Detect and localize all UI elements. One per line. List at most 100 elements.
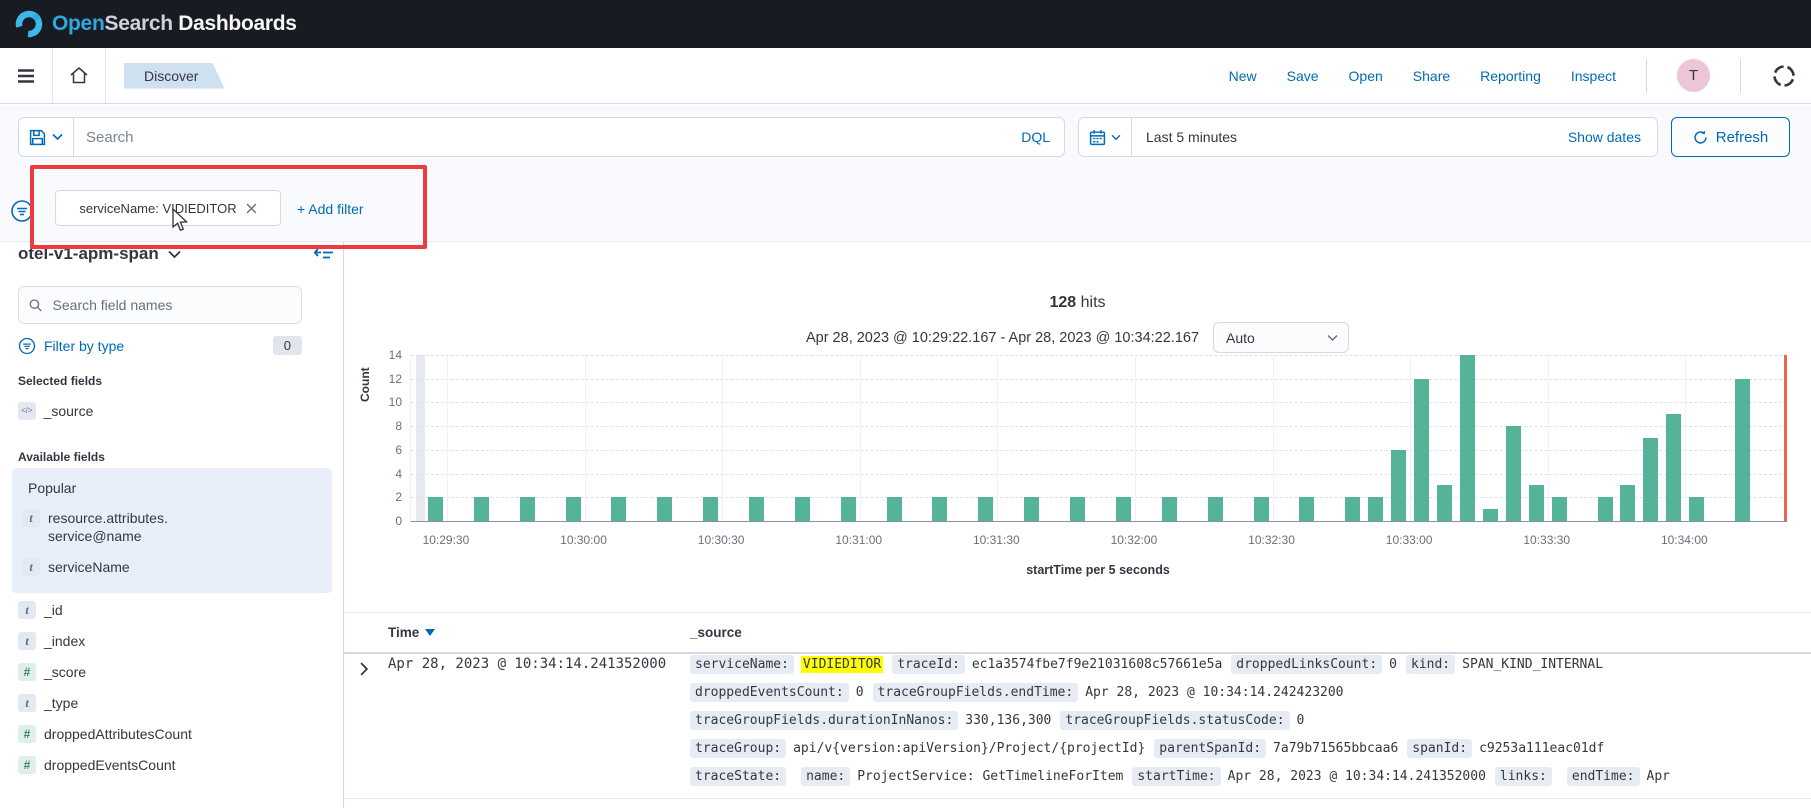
histogram-bar[interactable]: [1115, 497, 1131, 521]
field-item-_type[interactable]: t _type: [18, 694, 318, 712]
filter-list-icon[interactable]: [10, 199, 34, 223]
histogram-bar[interactable]: [657, 497, 673, 521]
x-tick-label: 10:29:30: [422, 533, 470, 547]
field-key-badge: links:: [1494, 766, 1552, 786]
query-language-button[interactable]: DQL: [1021, 129, 1050, 145]
nav-link-reporting[interactable]: Reporting: [1480, 67, 1541, 84]
field-key-badge: traceId:: [892, 654, 965, 674]
nav-link-save[interactable]: Save: [1286, 67, 1319, 84]
x-gridline: [584, 355, 586, 521]
histogram-bar[interactable]: [1528, 485, 1544, 521]
histogram-bar[interactable]: [1505, 426, 1521, 521]
histogram-bar[interactable]: [978, 497, 994, 521]
histogram-bar[interactable]: [1643, 438, 1659, 521]
field-key-badge: parentSpanId:: [1154, 738, 1267, 758]
histogram-bar[interactable]: [565, 497, 581, 521]
interval-select[interactable]: Auto: [1213, 322, 1350, 353]
nav-link-share[interactable]: Share: [1412, 67, 1451, 84]
histogram-bar[interactable]: [1620, 485, 1636, 521]
time-column-header[interactable]: Time: [388, 625, 436, 640]
histogram-bar[interactable]: [1414, 378, 1430, 521]
histogram-bar[interactable]: [427, 497, 443, 521]
histogram-bar[interactable]: [1551, 497, 1567, 521]
field-search-input[interactable]: [50, 296, 291, 314]
field-name: _type: [44, 695, 79, 711]
histogram-bar[interactable]: [1253, 497, 1269, 521]
field-name: _score: [44, 664, 87, 680]
field-item-_index[interactable]: t _index: [18, 632, 318, 650]
histogram-bar[interactable]: [473, 497, 489, 521]
histogram-bar[interactable]: [794, 497, 810, 521]
histogram-bar[interactable]: [886, 497, 902, 521]
histogram-bar[interactable]: [1689, 497, 1705, 521]
filter-pill-servicename[interactable]: serviceName: VIDIEDITOR: [55, 190, 281, 226]
field-item-droppedEventsCount[interactable]: # droppedEventsCount: [18, 756, 318, 774]
field-value: api/v{version:apiVersion}/Project/{proje…: [793, 740, 1146, 756]
x-gridline: [997, 355, 999, 521]
search-input[interactable]: [74, 128, 1008, 146]
histogram-bar[interactable]: [1070, 497, 1086, 521]
histogram-bar[interactable]: [1482, 509, 1498, 521]
discover-main: 128 hits Apr 28, 2023 @ 10:29:22.167 - A…: [344, 242, 1811, 808]
home-button[interactable]: [53, 48, 105, 103]
index-pattern-selector[interactable]: otel-v1-apm-span: [18, 244, 181, 264]
expand-row-icon[interactable]: [358, 662, 370, 676]
add-filter-button[interactable]: + Add filter: [297, 201, 364, 217]
histogram-bar[interactable]: [611, 497, 627, 521]
histogram-bar[interactable]: [1299, 497, 1315, 521]
nav-link-new[interactable]: New: [1228, 67, 1257, 84]
source-cell[interactable]: serviceName: VIDIEDITOR traceId: ec1a3574fb…: [690, 650, 1795, 790]
histogram-bar[interactable]: [519, 497, 535, 521]
nav-link-inspect[interactable]: Inspect: [1570, 67, 1616, 84]
breadcrumb-discover[interactable]: Discover: [124, 63, 224, 89]
field-search-box: [18, 286, 302, 324]
menu-button[interactable]: [0, 48, 52, 103]
query-bar: DQL: [18, 117, 1065, 157]
saved-query-button[interactable]: [19, 118, 74, 156]
collapse-sidebar-icon[interactable]: [314, 244, 335, 261]
histogram-bar[interactable]: [1391, 449, 1407, 521]
field-item-_id[interactable]: t _id: [18, 601, 318, 619]
y-tick-label: 6: [395, 442, 402, 457]
nav-link-open[interactable]: Open: [1348, 67, 1383, 84]
histogram-bar[interactable]: [1345, 497, 1361, 521]
y-tick-label: 10: [388, 395, 402, 410]
close-icon[interactable]: [246, 203, 257, 214]
show-dates-button[interactable]: Show dates: [1567, 129, 1641, 145]
histogram-bar[interactable]: [1024, 497, 1040, 521]
top-banner: OpenSearch Dashboards: [0, 0, 1811, 48]
date-picker: Last 5 minutes Show dates: [1078, 117, 1658, 157]
histogram-bar[interactable]: [749, 497, 765, 521]
histogram-bar[interactable]: [932, 497, 948, 521]
y-gridline: [411, 449, 1787, 451]
y-tick-label: 4: [395, 466, 402, 481]
histogram-bar[interactable]: [1597, 497, 1613, 521]
histogram-plot[interactable]: [410, 355, 1788, 522]
user-avatar[interactable]: T: [1677, 59, 1710, 92]
field-item-serviceName[interactable]: t serviceName: [22, 558, 322, 576]
hits-count: 128: [1049, 294, 1077, 311]
histogram-bar[interactable]: [1735, 378, 1751, 521]
histogram-bar[interactable]: [1437, 485, 1453, 521]
histogram-bar[interactable]: [840, 497, 856, 521]
histogram-bar[interactable]: [1207, 497, 1223, 521]
interval-value: Auto: [1226, 329, 1255, 346]
field-name: droppedEventsCount: [44, 757, 176, 773]
text-field-icon: t: [22, 509, 40, 527]
histogram-bar[interactable]: [1459, 355, 1475, 521]
histogram-bar[interactable]: [1368, 497, 1384, 521]
filter-by-type[interactable]: Filter by type 0: [18, 336, 302, 355]
field-item-resource.attributes.service@name[interactable]: t resource.​attributes.​service@name: [22, 509, 322, 545]
histogram-bar[interactable]: [1161, 497, 1177, 521]
date-picker-button[interactable]: [1079, 118, 1132, 156]
y-gridline: [411, 426, 1787, 428]
field-key-badge: traceState:: [690, 766, 787, 786]
histogram-bar[interactable]: [1666, 414, 1682, 521]
histogram-bar[interactable]: [703, 497, 719, 521]
field-item-droppedAttributesCount[interactable]: # droppedAttributesCount: [18, 725, 318, 743]
field-item-_score[interactable]: # _score: [18, 663, 318, 681]
time-range-value[interactable]: Last 5 minutes: [1146, 129, 1238, 145]
refresh-button[interactable]: Refresh: [1671, 117, 1790, 157]
field-item-_source[interactable]: </> _source: [18, 402, 93, 420]
opensearch-ring-icon[interactable]: [1771, 63, 1797, 89]
